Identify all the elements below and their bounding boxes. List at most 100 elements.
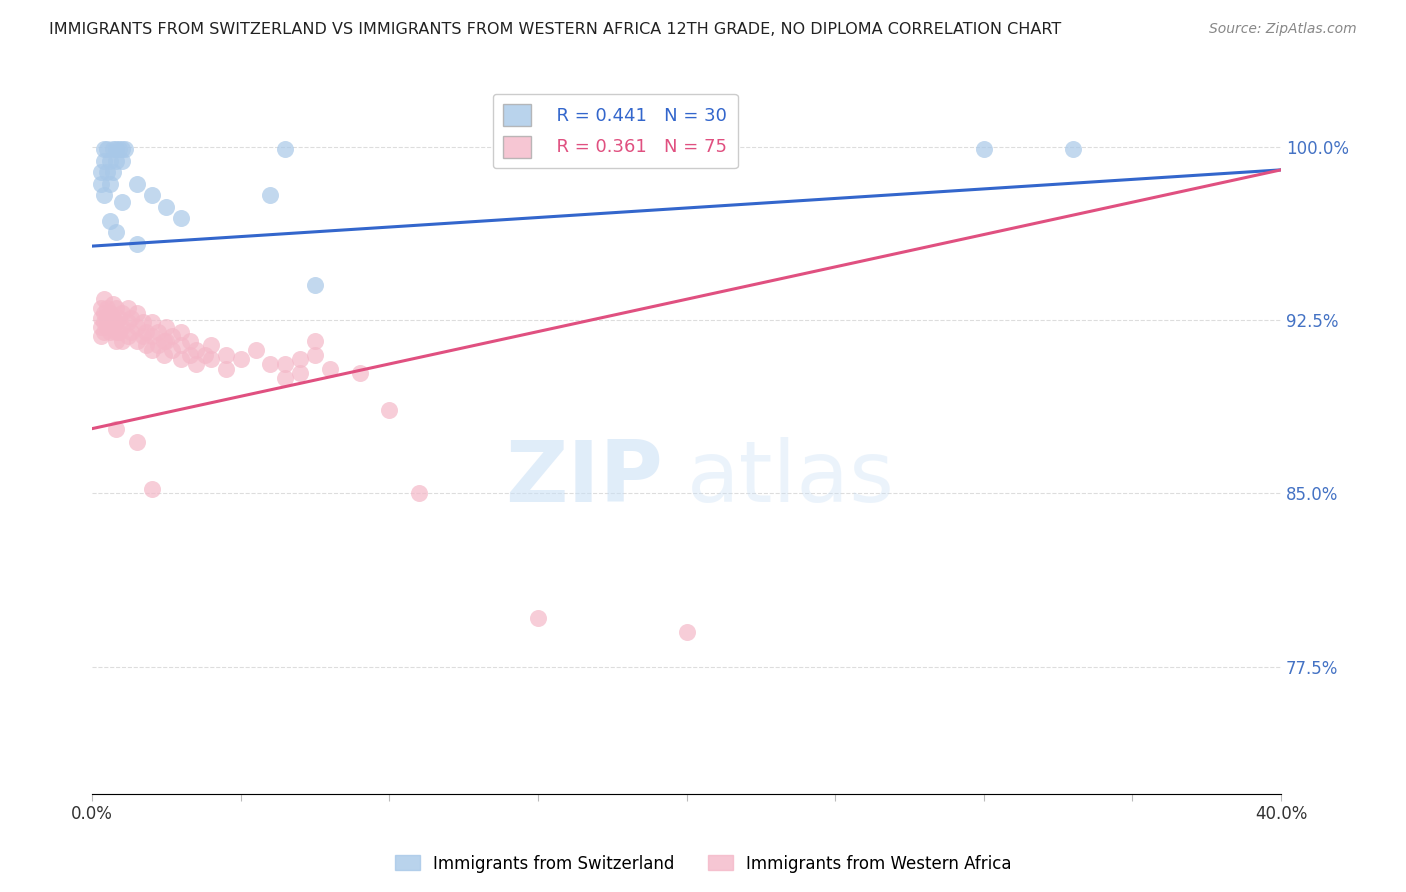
Point — [104, 142, 127, 156]
Point — [104, 325, 127, 339]
Point — [155, 334, 177, 348]
Point — [304, 348, 326, 362]
Point — [141, 188, 163, 202]
Point — [101, 165, 124, 179]
Point — [675, 624, 697, 639]
Point — [117, 301, 139, 316]
Point — [90, 320, 112, 334]
Point — [90, 165, 112, 179]
Point — [111, 320, 134, 334]
Point — [111, 334, 134, 348]
Point — [114, 142, 136, 156]
Point — [90, 301, 112, 316]
Point — [274, 357, 297, 371]
Point — [96, 142, 118, 156]
Point — [155, 200, 177, 214]
Point — [170, 325, 193, 339]
Point — [101, 142, 124, 156]
Point — [259, 357, 281, 371]
Point — [259, 188, 281, 202]
Point — [104, 153, 127, 168]
Point — [125, 320, 148, 334]
Point — [304, 278, 326, 293]
Point — [319, 361, 342, 376]
Point — [117, 329, 139, 343]
Text: IMMIGRANTS FROM SWITZERLAND VS IMMIGRANTS FROM WESTERN AFRICA 12TH GRADE, NO DIP: IMMIGRANTS FROM SWITZERLAND VS IMMIGRANT… — [49, 22, 1062, 37]
Point — [290, 366, 312, 380]
Point — [973, 142, 995, 156]
Point — [152, 348, 174, 362]
Point — [93, 153, 115, 168]
Point — [141, 329, 163, 343]
Point — [111, 142, 134, 156]
Point — [98, 213, 121, 227]
Point — [96, 320, 118, 334]
Legend:   R = 0.441   N = 30,   R = 0.361   N = 75: R = 0.441 N = 30, R = 0.361 N = 75 — [492, 94, 738, 169]
Point — [93, 315, 115, 329]
Point — [101, 310, 124, 325]
Point — [125, 435, 148, 450]
Point — [135, 325, 157, 339]
Point — [104, 422, 127, 436]
Point — [179, 348, 201, 362]
Point — [93, 306, 115, 320]
Point — [152, 334, 174, 348]
Point — [111, 195, 134, 210]
Point — [215, 361, 238, 376]
Point — [108, 310, 131, 325]
Point — [229, 352, 252, 367]
Point — [186, 357, 208, 371]
Point — [186, 343, 208, 357]
Point — [200, 338, 222, 352]
Point — [215, 348, 238, 362]
Point — [111, 306, 134, 320]
Point — [93, 142, 115, 156]
Point — [408, 486, 430, 500]
Point — [93, 325, 115, 339]
Point — [274, 371, 297, 385]
Point — [104, 225, 127, 239]
Text: ZIP: ZIP — [505, 437, 662, 520]
Point — [96, 165, 118, 179]
Point — [108, 325, 131, 339]
Point — [120, 325, 142, 339]
Point — [90, 177, 112, 191]
Point — [117, 315, 139, 329]
Point — [1062, 142, 1084, 156]
Point — [98, 325, 121, 339]
Point — [104, 334, 127, 348]
Point — [125, 334, 148, 348]
Point — [527, 611, 550, 625]
Point — [170, 338, 193, 352]
Point — [90, 329, 112, 343]
Point — [108, 142, 131, 156]
Point — [98, 177, 121, 191]
Point — [200, 352, 222, 367]
Point — [162, 343, 184, 357]
Point — [349, 366, 371, 380]
Point — [146, 325, 169, 339]
Point — [125, 306, 148, 320]
Point — [141, 315, 163, 329]
Point — [162, 329, 184, 343]
Point — [98, 306, 121, 320]
Point — [378, 403, 401, 417]
Point — [274, 142, 297, 156]
Point — [120, 310, 142, 325]
Legend: Immigrants from Switzerland, Immigrants from Western Africa: Immigrants from Switzerland, Immigrants … — [388, 848, 1018, 880]
Text: atlas: atlas — [686, 437, 894, 520]
Point — [155, 320, 177, 334]
Point — [179, 334, 201, 348]
Point — [104, 301, 127, 316]
Point — [93, 292, 115, 306]
Point — [93, 188, 115, 202]
Point — [90, 310, 112, 325]
Text: Source: ZipAtlas.com: Source: ZipAtlas.com — [1209, 22, 1357, 37]
Point — [96, 301, 118, 316]
Point — [104, 315, 127, 329]
Point — [111, 153, 134, 168]
Point — [96, 310, 118, 325]
Point — [135, 338, 157, 352]
Point — [125, 236, 148, 251]
Point — [194, 348, 217, 362]
